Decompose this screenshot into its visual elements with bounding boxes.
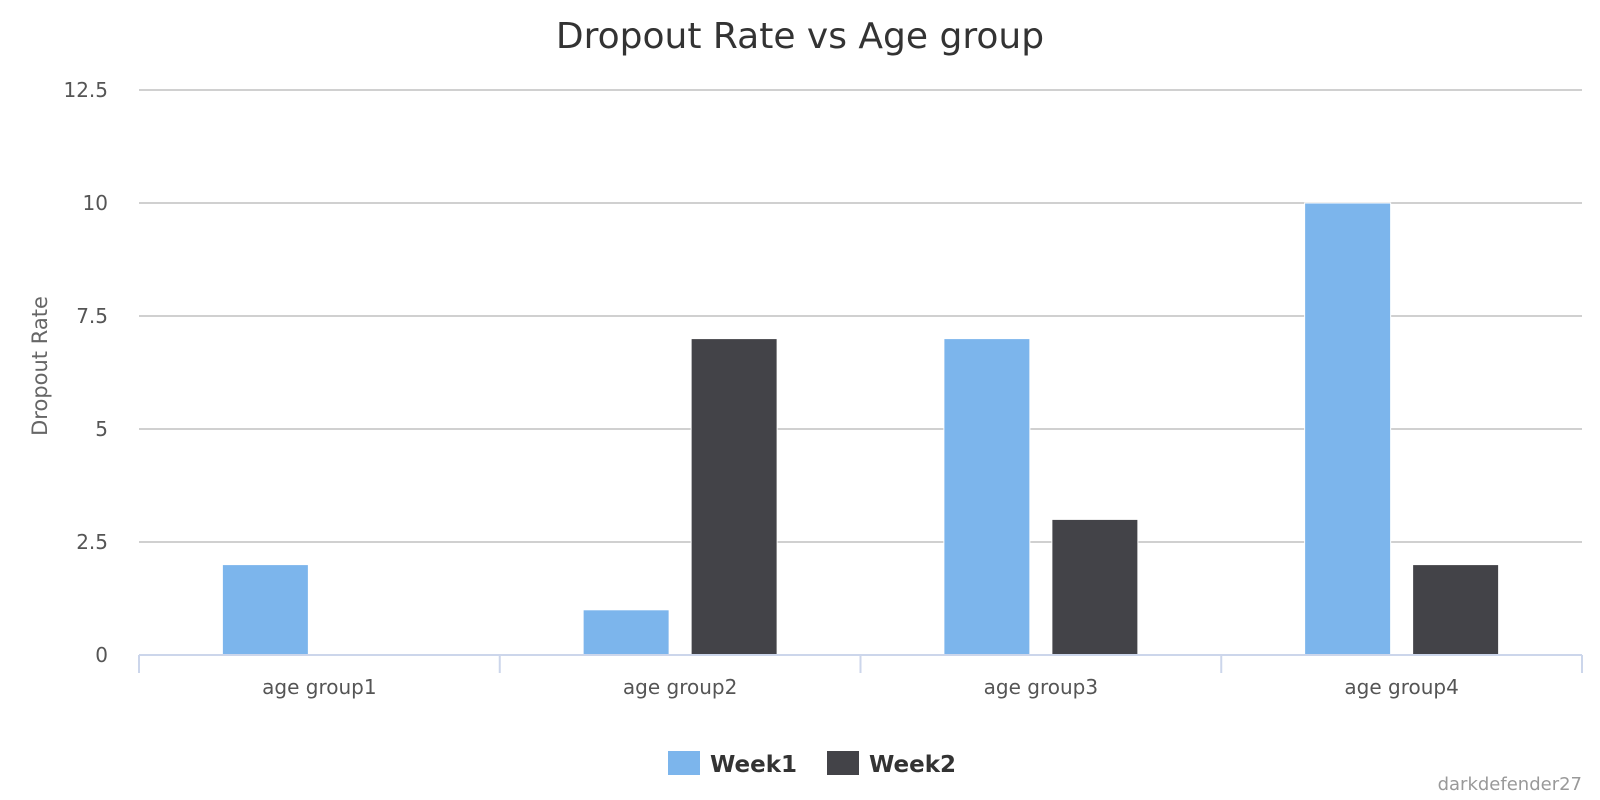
legend-item-week1[interactable]: Week1 (668, 751, 797, 778)
bar-week1-2[interactable] (582, 609, 670, 656)
legend-swatch (668, 751, 700, 775)
x-tick-label: age group3 (984, 675, 1098, 699)
y-tick-label: 0 (95, 643, 108, 667)
x-tick-label: age group1 (262, 675, 376, 699)
bar-week2-4[interactable] (1412, 564, 1500, 656)
y-axis-ticks: 0 2.5 5 7.5 10 12.5 (63, 78, 108, 667)
y-tick-label: 2.5 (76, 530, 108, 554)
chart-title: Dropout Rate vs Age group (556, 16, 1044, 57)
y-tick-label: 10 (83, 191, 108, 215)
bars (221, 202, 1500, 656)
legend-label: Week2 (869, 752, 956, 778)
bar-week2-3[interactable] (1051, 518, 1139, 656)
credit-text: darkdefender27 (1438, 774, 1582, 795)
bar-week1-4[interactable] (1304, 202, 1392, 656)
x-tick-label: age group4 (1344, 675, 1458, 699)
legend: Week1 Week2 (668, 751, 956, 778)
y-axis-title: Dropout Rate (28, 296, 52, 436)
legend-item-week2[interactable]: Week2 (827, 751, 956, 778)
x-axis: age group1 age group2 age group3 age group4 (138, 654, 1583, 699)
y-tick-label: 7.5 (76, 304, 108, 328)
legend-label: Week1 (710, 752, 797, 778)
bar-week1-3[interactable] (943, 338, 1031, 656)
bar-week1-1[interactable] (221, 564, 309, 656)
bar-week2-2[interactable] (690, 338, 778, 656)
y-tick-label: 5 (95, 417, 108, 441)
y-tick-label: 12.5 (63, 78, 108, 102)
legend-swatch (827, 751, 859, 775)
x-tick-label: age group2 (623, 675, 737, 699)
